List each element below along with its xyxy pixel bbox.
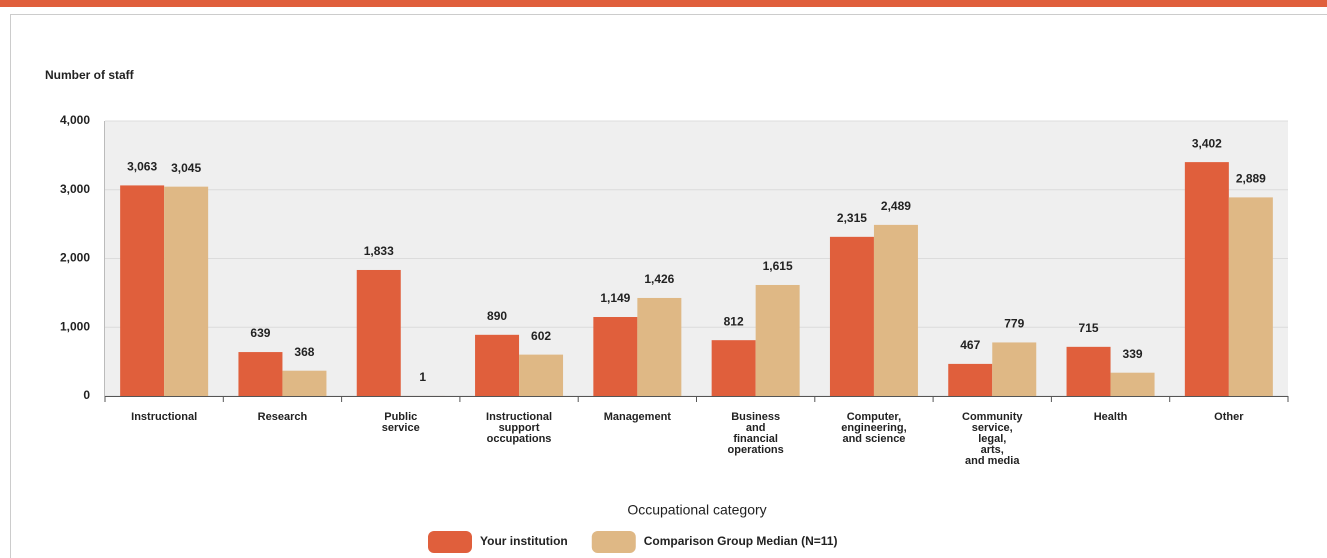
value-label: 1	[419, 370, 426, 384]
value-label: 2,315	[837, 211, 867, 225]
bar	[948, 363, 993, 396]
x-tick-label: and science	[842, 433, 905, 445]
value-label: 812	[724, 314, 744, 328]
y-tick-label: 4,000	[60, 113, 90, 127]
top-bar	[0, 0, 1327, 7]
value-label: 3,402	[1192, 136, 1222, 150]
bar	[356, 269, 401, 396]
value-label: 890	[487, 309, 507, 323]
x-tick-label: Research	[258, 411, 308, 423]
value-label: 1,615	[763, 259, 793, 273]
bar	[1184, 162, 1229, 396]
bar	[475, 334, 520, 396]
x-tick-label: Computer,	[847, 411, 901, 423]
value-label: 1,149	[600, 291, 630, 305]
bar	[519, 354, 564, 396]
value-label: 368	[294, 345, 314, 359]
x-tick-label: Other	[1214, 411, 1244, 423]
value-label: 2,489	[881, 199, 911, 213]
x-tick-label: service,	[972, 422, 1013, 434]
bar	[829, 236, 874, 396]
x-tick-label: service	[382, 422, 420, 434]
x-tick-label: engineering,	[841, 422, 906, 434]
x-axis-title: Occupational category	[627, 502, 766, 518]
bar	[1228, 197, 1273, 396]
y-tick-label: 2,000	[60, 251, 90, 265]
bar	[992, 342, 1037, 396]
frame	[10, 14, 1327, 558]
bar	[1066, 346, 1111, 396]
x-tick-label: Management	[604, 411, 672, 423]
x-tick-label: Instructional	[486, 411, 552, 423]
legend-swatch	[591, 531, 636, 553]
bar	[637, 297, 682, 396]
x-tick-label: financial	[733, 433, 778, 445]
value-label: 2,889	[1236, 172, 1266, 186]
legend-label: Comparison Group Median (N=11)	[644, 534, 838, 548]
bar	[873, 224, 918, 396]
x-tick-label: Community	[962, 411, 1023, 423]
bar	[755, 284, 800, 396]
bar	[593, 317, 638, 396]
value-label: 3,063	[127, 160, 157, 174]
x-tick-label: Instructional	[131, 411, 197, 423]
legend-swatch	[428, 531, 472, 553]
y-axis-title: Number of staff	[45, 68, 135, 82]
legend-label: Your institution	[480, 534, 568, 548]
y-tick-label: 0	[83, 388, 90, 402]
value-label: 3,045	[171, 161, 201, 175]
value-label: 639	[250, 326, 270, 340]
x-tick-label: and	[746, 422, 766, 434]
value-label: 715	[1079, 321, 1099, 335]
bar	[238, 352, 283, 396]
value-label: 602	[531, 329, 551, 343]
x-tick-label: occupations	[487, 433, 552, 445]
y-tick-label: 1,000	[60, 319, 90, 333]
x-tick-label: Health	[1094, 411, 1128, 423]
value-label: 779	[1004, 317, 1024, 331]
bar	[1110, 372, 1155, 396]
x-tick-label: legal,	[978, 433, 1006, 445]
x-tick-label: Public	[384, 411, 417, 423]
value-label: 1,833	[364, 244, 394, 258]
y-tick-label: 3,000	[60, 182, 90, 196]
x-tick-label: and media	[965, 455, 1020, 467]
value-label: 339	[1123, 347, 1143, 361]
x-tick-label: Business	[731, 411, 780, 423]
x-tick-label: operations	[728, 444, 784, 456]
bar	[711, 340, 756, 396]
bar	[120, 185, 165, 396]
bar	[164, 186, 209, 396]
x-tick-label: support	[499, 422, 540, 434]
bar	[282, 370, 327, 396]
value-label: 1,426	[644, 272, 674, 286]
value-label: 467	[960, 338, 980, 352]
x-tick-label: arts,	[981, 444, 1004, 456]
